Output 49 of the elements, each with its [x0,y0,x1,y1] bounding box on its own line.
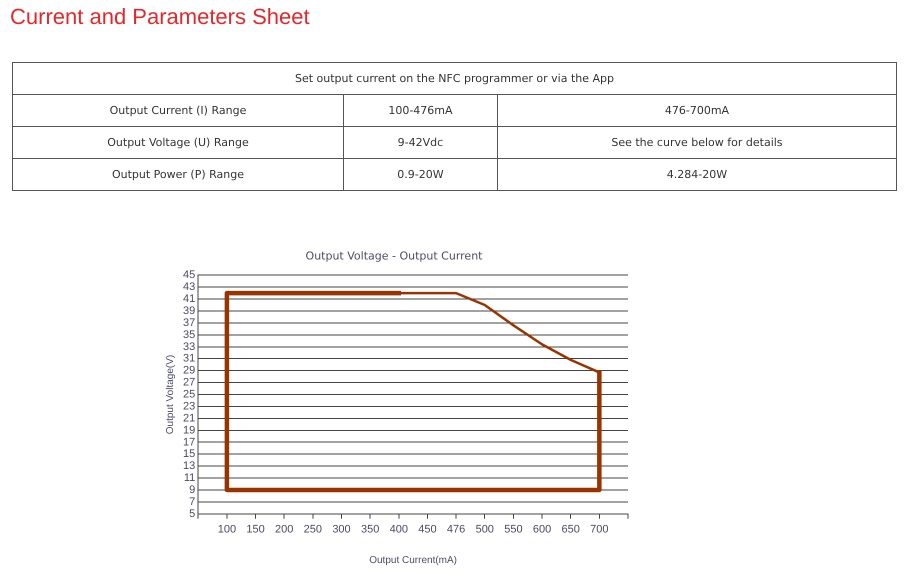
y-tick-label: 33 [182,340,196,353]
text: Output Current (I) Range [12,94,344,126]
y-tick-label: 37 [182,316,196,329]
x-tick-label: 250 [304,523,322,536]
y-tick-label: 19 [182,424,196,436]
y-tick-label: 41 [182,293,196,306]
y-tick-label: 31 [182,352,196,365]
x-tick-label: 350 [360,523,380,536]
text: Output Voltage (U) Range [12,126,344,158]
y-tick-label: 13 [182,460,196,472]
text: 4.284-20W [497,158,896,190]
y-tick-label: 11 [184,472,196,484]
x-tick-label: 450 [418,523,437,536]
text: 0.9-20W [343,158,498,190]
x-tick-label: 476 [446,523,466,536]
text: Output Power (P) Range [12,158,344,190]
x-tick-label: 600 [532,523,552,536]
y-tick-label: 27 [182,376,196,389]
y-tick-label: 17 [182,436,196,448]
y-tick-label: 29 [182,364,196,377]
text: 100-476mA [343,94,498,126]
text: Set output current on the NFC programmer or via the App [12,62,896,94]
y-tick-label: 35 [182,328,196,341]
text: 9-42Vdc [343,126,498,158]
y-tick-label: 7 [189,496,196,508]
x-tick-label: 650 [562,523,580,536]
x-axis-title: Output Current(mA) [369,554,458,566]
y-tick-label: 45 [182,269,196,282]
text: See the curve below for details [497,126,896,158]
y-tick-label: 9 [189,484,196,496]
y-tick-label: 5 [189,508,196,520]
y-tick-label: 23 [182,400,196,412]
x-tick-label: 200 [275,523,294,536]
x-tick-label: 400 [390,523,408,536]
y-tick-label: 21 [182,412,196,424]
x-tick-label: 500 [476,523,494,536]
chart-title: Output Voltage - Output Current [306,249,484,262]
y-tick-label: 43 [182,281,196,294]
x-tick-label: 150 [246,523,265,536]
y-tick-label: 25 [182,388,196,401]
x-tick-label: 100 [218,523,236,536]
text: 476-700mA [497,94,896,126]
y-tick-label: 39 [182,305,196,318]
text: Current and Parameters Sheet [10,4,310,30]
x-tick-label: 300 [332,523,351,536]
y-tick-label: 15 [182,448,196,460]
x-tick-label: 700 [590,523,609,536]
x-tick-label: 550 [504,523,523,536]
y-axis-title: Output Voltage(V) [164,354,176,434]
